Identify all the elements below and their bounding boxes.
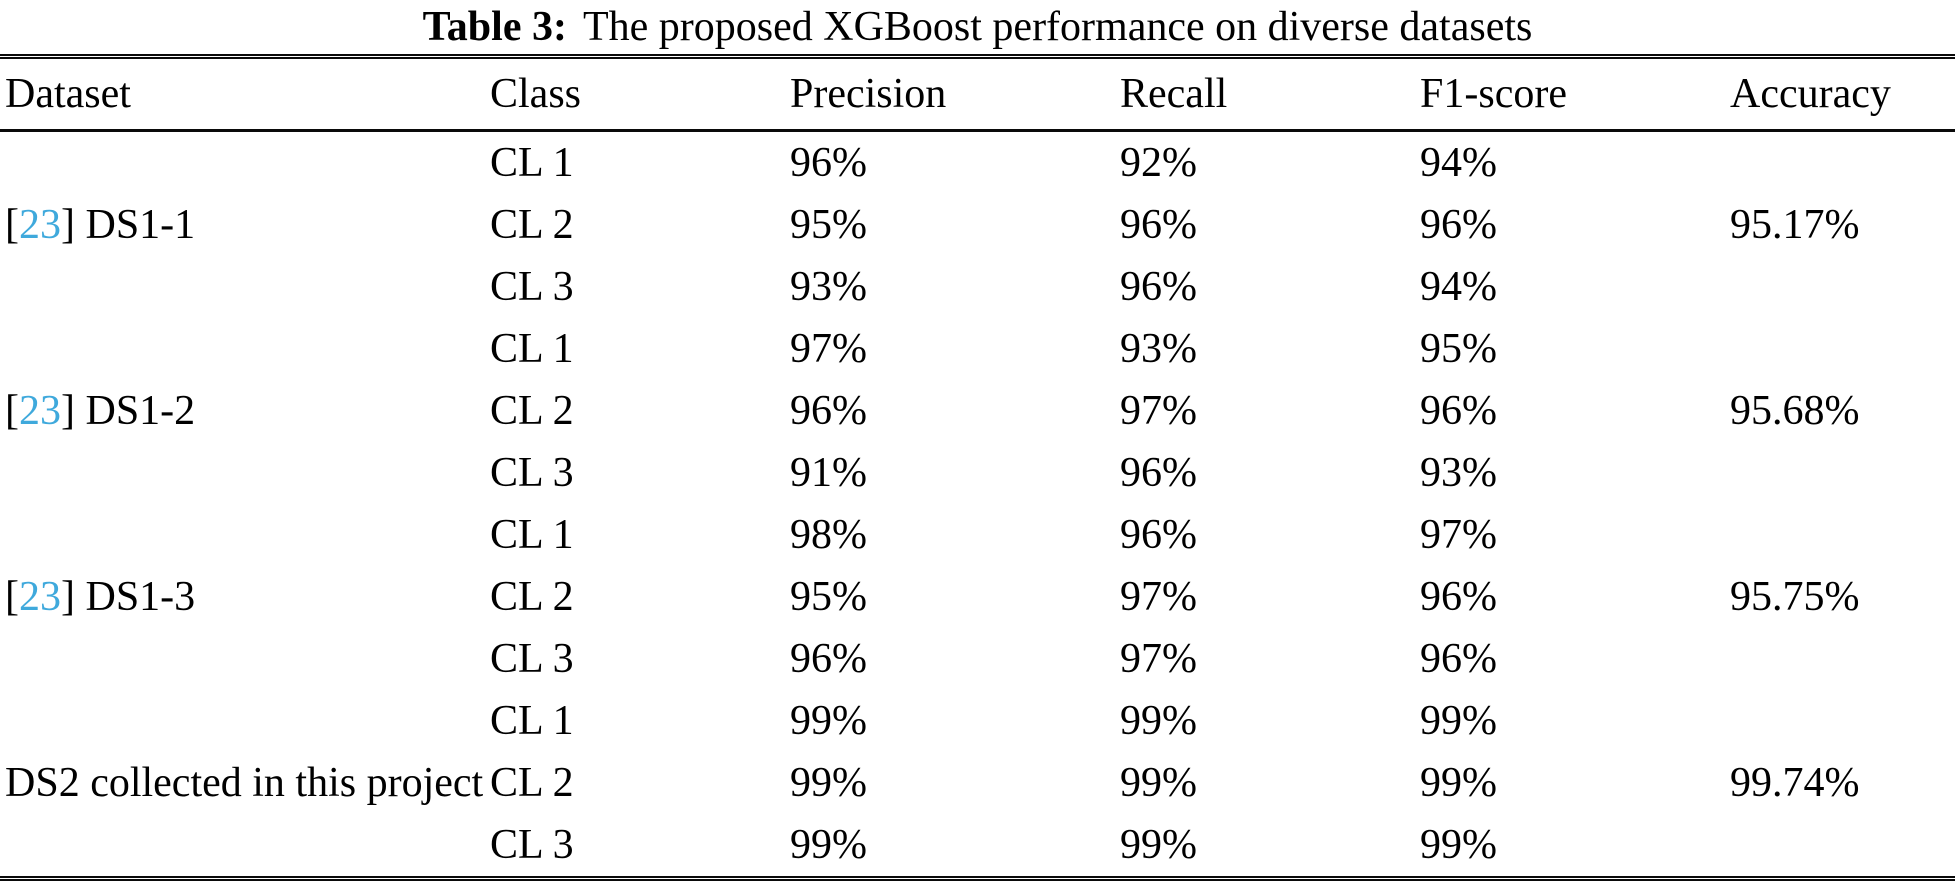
class-cell: CL 2 xyxy=(490,202,574,248)
precision-cell: 99% xyxy=(790,760,867,806)
precision-cell: 99% xyxy=(790,698,867,744)
table-row: CL 2 95% 97% 96% xyxy=(0,566,1955,628)
f1-score-cell: 95% xyxy=(1420,326,1497,372)
recall-cell: 96% xyxy=(1120,450,1197,496)
class-cell: CL 2 xyxy=(490,574,574,620)
precision-cell: 98% xyxy=(790,512,867,558)
precision-cell: 91% xyxy=(790,450,867,496)
table-row: CL 2 99% 99% 99% xyxy=(0,752,1955,814)
table-row: CL 3 96% 97% 96% xyxy=(0,628,1955,690)
precision-cell: 93% xyxy=(790,264,867,310)
table-row: CL 3 91% 96% 93% xyxy=(0,442,1955,504)
dataset-cell: [23] DS1-3 xyxy=(5,574,196,620)
bottom-rule xyxy=(0,876,1955,881)
col-header-accuracy: Accuracy xyxy=(1730,59,1955,132)
f1-score-cell: 93% xyxy=(1420,450,1497,496)
accuracy-cell: 95.17% xyxy=(1730,202,1860,248)
table-caption: Table 3: The proposed XGBoost performance… xyxy=(0,0,1955,54)
accuracy-cell: 95.68% xyxy=(1730,388,1860,434)
col-header-f1-score: F1-score xyxy=(1420,59,1730,132)
citation-link[interactable]: 23 xyxy=(19,574,61,620)
class-cell: CL 1 xyxy=(490,512,574,558)
recall-cell: 97% xyxy=(1120,636,1197,682)
dataset-cell: [23] DS1-1 xyxy=(5,202,196,248)
f1-score-cell: 96% xyxy=(1420,388,1497,434)
class-cell: CL 1 xyxy=(490,140,574,186)
f1-score-cell: 97% xyxy=(1420,512,1497,558)
class-cell: CL 1 xyxy=(490,698,574,744)
f1-score-cell: 94% xyxy=(1420,140,1497,186)
recall-cell: 97% xyxy=(1120,574,1197,620)
class-cell: CL 2 xyxy=(490,388,574,434)
recall-cell: 96% xyxy=(1120,512,1197,558)
table-caption-label: Table 3: xyxy=(422,4,567,50)
col-header-recall: Recall xyxy=(1120,59,1420,132)
dataset-cell: [23] DS1-2 xyxy=(5,388,196,434)
precision-cell: 97% xyxy=(790,326,867,372)
header-row: Dataset Class Precision Recall F1-score … xyxy=(0,59,1955,132)
recall-cell: 96% xyxy=(1120,264,1197,310)
recall-cell: 97% xyxy=(1120,388,1197,434)
top-rule xyxy=(0,54,1955,59)
citation-link[interactable]: 23 xyxy=(19,202,61,248)
table-row: [23] DS1-3 CL 1 98% 96% 97% 95.75% xyxy=(0,504,1955,620)
f1-score-cell: 96% xyxy=(1420,636,1497,682)
precision-cell: 96% xyxy=(790,140,867,186)
col-header-dataset: Dataset xyxy=(0,59,490,132)
precision-cell: 96% xyxy=(790,636,867,682)
f1-score-cell: 99% xyxy=(1420,760,1497,806)
accuracy-cell: 99.74% xyxy=(1730,760,1860,806)
f1-score-cell: 96% xyxy=(1420,202,1497,248)
precision-cell: 95% xyxy=(790,202,867,248)
table-row: [23] DS1-1 CL 1 96% 92% 94% 95.17% xyxy=(0,131,1955,248)
precision-cell: 99% xyxy=(790,822,867,868)
performance-table: Dataset Class Precision Recall F1-score … xyxy=(0,59,1955,876)
class-cell: CL 3 xyxy=(490,264,574,310)
accuracy-cell: 95.75% xyxy=(1730,574,1860,620)
table-caption-text: The proposed XGBoost performance on dive… xyxy=(582,4,1533,50)
f1-score-cell: 99% xyxy=(1420,698,1497,744)
recall-cell: 99% xyxy=(1120,760,1197,806)
table-row: CL 3 93% 96% 94% xyxy=(0,256,1955,318)
class-cell: CL 3 xyxy=(490,822,574,868)
class-cell: CL 3 xyxy=(490,450,574,496)
dataset-cell: DS2 collected in this project xyxy=(5,760,484,806)
class-cell: CL 3 xyxy=(490,636,574,682)
citation-link[interactable]: 23 xyxy=(19,388,61,434)
recall-cell: 92% xyxy=(1120,140,1197,186)
f1-score-cell: 94% xyxy=(1420,264,1497,310)
table-row: CL 2 96% 97% 96% xyxy=(0,380,1955,442)
recall-cell: 96% xyxy=(1120,202,1197,248)
col-header-class: Class xyxy=(490,59,790,132)
class-cell: CL 2 xyxy=(490,760,574,806)
recall-cell: 99% xyxy=(1120,822,1197,868)
table-row: CL 3 99% 99% 99% xyxy=(0,814,1955,876)
col-header-precision: Precision xyxy=(790,59,1120,132)
recall-cell: 99% xyxy=(1120,698,1197,744)
f1-score-cell: 96% xyxy=(1420,574,1497,620)
table-body: [23] DS1-1 CL 1 96% 92% 94% 95.17% CL 2 95% 96% 9… xyxy=(0,131,1955,877)
precision-cell: 96% xyxy=(790,388,867,434)
table-row: DS2 collected in this project CL 1 99% 99% 9… xyxy=(0,690,1955,806)
table-row: CL 2 95% 96% 96% xyxy=(0,194,1955,256)
table-row: [23] DS1-2 CL 1 97% 93% 95% 95.68% xyxy=(0,318,1955,434)
precision-cell: 95% xyxy=(790,574,867,620)
f1-score-cell: 99% xyxy=(1420,822,1497,868)
class-cell: CL 1 xyxy=(490,326,574,372)
recall-cell: 93% xyxy=(1120,326,1197,372)
